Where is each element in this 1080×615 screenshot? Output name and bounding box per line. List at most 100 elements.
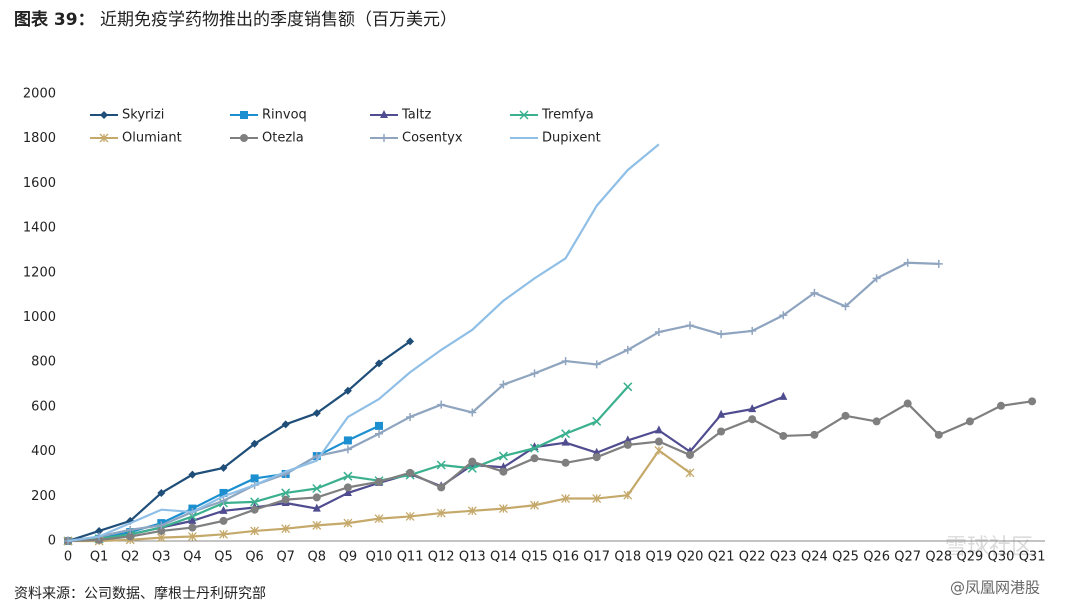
x-tick-label: Q7: [276, 550, 295, 565]
marker: [748, 326, 757, 335]
marker: [375, 429, 383, 438]
x-tick-label: Q15: [521, 550, 548, 565]
x-tick-label: Q16: [552, 550, 579, 565]
marker: [219, 496, 228, 505]
marker: [375, 359, 383, 368]
marker: [748, 415, 757, 424]
marker: [157, 526, 166, 535]
x-tick-label: Q20: [677, 550, 704, 565]
legend-label: Rinvoq: [262, 108, 307, 123]
marker: [312, 503, 321, 512]
marker: [250, 439, 259, 448]
marker: [561, 437, 570, 446]
marker: [467, 506, 477, 516]
marker: [343, 483, 352, 492]
marker: [468, 457, 477, 466]
marker: [779, 391, 788, 400]
x-tick-label: Q5: [214, 550, 233, 565]
x-tick-label: Q18: [614, 550, 641, 565]
marker: [810, 288, 819, 297]
marker: [561, 494, 571, 503]
marker: [841, 302, 850, 311]
marker: [561, 429, 571, 439]
marker: [748, 404, 757, 413]
marker: [405, 511, 415, 521]
marker: [219, 516, 228, 525]
x-tick-label: Q25: [832, 550, 859, 565]
x-tick-label: Q24: [801, 550, 828, 565]
marker: [157, 488, 166, 497]
legend-label: Olumiant: [122, 131, 182, 146]
marker: [903, 399, 912, 408]
x-tick-label: Q30: [988, 550, 1015, 565]
marker: [406, 468, 415, 477]
y-tick-label: 1800: [23, 131, 56, 146]
marker: [903, 258, 912, 267]
x-tick-label: Q29: [957, 550, 984, 565]
marker: [436, 508, 446, 518]
marker: [281, 488, 291, 498]
marker: [623, 382, 633, 392]
marker: [717, 427, 726, 436]
marker: [519, 110, 529, 120]
x-tick-label: Q26: [863, 550, 890, 565]
marker: [717, 330, 726, 339]
chart-title: 近期免疫学药物推出的季度销售额（百万美元）: [100, 10, 457, 30]
marker: [374, 514, 384, 524]
x-tick-label: Q13: [459, 550, 486, 565]
marker: [1028, 397, 1037, 406]
marker: [375, 477, 383, 486]
legend-label: Tremfya: [541, 108, 594, 123]
x-tick-label: Q12: [428, 550, 455, 565]
marker: [561, 458, 570, 467]
marker: [312, 493, 321, 502]
series-line: [67, 386, 629, 543]
y-tick-label: 1200: [23, 265, 56, 280]
x-tick-label: 0: [64, 550, 72, 565]
x-tick-label: Q8: [308, 550, 327, 565]
marker: [498, 451, 508, 461]
x-tick-label: Q23: [770, 550, 797, 565]
marker: [841, 411, 850, 420]
marker: [498, 504, 508, 514]
y-tick-label: 1000: [23, 310, 56, 325]
x-tick-label: Q31: [1019, 550, 1046, 565]
marker: [343, 445, 352, 454]
marker: [965, 417, 974, 426]
marker: [343, 487, 352, 496]
marker: [281, 420, 290, 429]
marker: [219, 529, 228, 539]
series-line: [67, 143, 660, 543]
marker: [686, 321, 694, 330]
marker: [654, 446, 664, 455]
legend-label: Taltz: [401, 108, 431, 123]
series-line: [67, 400, 1033, 543]
marker: [240, 111, 248, 119]
marker: [934, 430, 943, 439]
x-tick-label: Q14: [490, 550, 517, 565]
marker: [437, 483, 446, 492]
marker: [250, 526, 260, 536]
marker: [187, 532, 197, 541]
marker: [219, 488, 228, 497]
marker: [343, 386, 352, 395]
marker: [156, 533, 166, 543]
x-tick-label: Q6: [245, 550, 264, 565]
marker: [592, 453, 601, 462]
marker: [343, 471, 353, 481]
marker: [623, 435, 632, 444]
marker: [468, 408, 477, 417]
marker: [250, 474, 259, 483]
x-tick-label: Q1: [90, 550, 109, 565]
x-tick-label: Q9: [339, 550, 358, 565]
marker: [100, 111, 108, 119]
marker: [406, 412, 415, 421]
watermark: @凤凰网港股: [950, 579, 1040, 597]
y-tick-label: 800: [31, 355, 56, 370]
marker: [685, 468, 695, 478]
y-tick-label: 200: [31, 489, 56, 504]
marker: [686, 450, 694, 459]
marker: [529, 443, 540, 453]
marker: [592, 360, 601, 369]
